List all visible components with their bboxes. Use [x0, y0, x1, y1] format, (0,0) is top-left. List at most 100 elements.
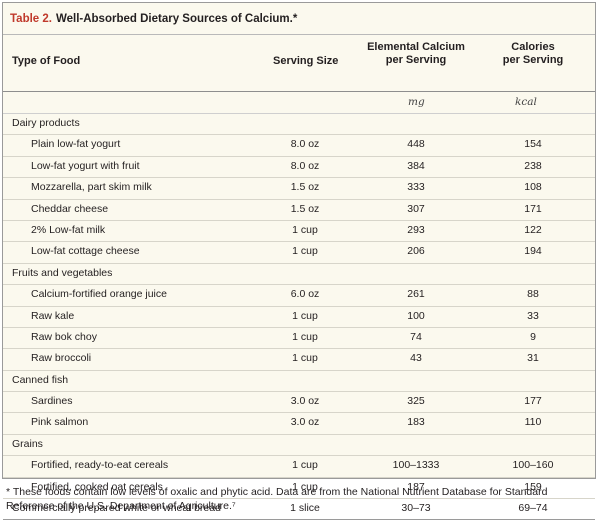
calcium-cell: 183: [407, 416, 425, 429]
food-name: Mozzarella, part skim milk: [31, 181, 152, 194]
calories-cell: 110: [524, 416, 542, 429]
serving-size-cell: 8.0 oz: [290, 159, 320, 172]
calories-cell: 31: [527, 352, 539, 365]
header-food: Type of Food: [12, 55, 81, 67]
serving-size-cell: 1 cup: [292, 223, 318, 236]
category-row: Grains: [3, 435, 595, 457]
category-label: Dairy products: [12, 117, 80, 129]
serving-size-cell: 1.5 oz: [290, 202, 320, 215]
header-calories-line1: Calories: [511, 41, 555, 53]
food-name: Raw kale: [31, 309, 75, 322]
serving-size-cell: 6.0 oz: [290, 288, 320, 301]
food-name: 2% Low-fat milk: [31, 223, 106, 236]
calcium-cell: 100: [407, 309, 425, 322]
serving-size-cell: 1 cup: [292, 245, 318, 258]
serving-size-cell: 3.0 oz: [290, 416, 320, 429]
table-body: Dairy products Plain low-fat yogurt 8.0 oz…: [3, 114, 595, 520]
category-row: Dairy products: [3, 114, 595, 136]
table-row: Cheddar cheese 1.5 oz 307 171: [3, 200, 595, 221]
serving-size-cell: 1 cup: [292, 309, 318, 322]
table-title: Table 2. Well-Absorbed Dietary Sources o…: [3, 3, 595, 35]
table-row: Raw broccoli 1 cup 43 31: [3, 349, 595, 371]
food-name: Commercially prepared white or wheat bre…: [12, 502, 221, 515]
table-row: Low-fat yogurt with fruit 8.0 oz 384 238: [3, 157, 595, 179]
calories-cell: 238: [524, 159, 542, 172]
food-name: Pink salmon: [31, 416, 89, 429]
table-row: Fortified, ready-to-eat cereals 1 cup 100–…: [3, 456, 595, 478]
header-calories: Calories per Serving: [483, 41, 583, 67]
calories-cell: 69–74: [518, 502, 548, 515]
food-name: Calcium-fortified orange juice: [31, 288, 167, 301]
serving-size-cell: 3.0 oz: [290, 395, 320, 408]
table-row: Mozzarella, part skim milk 1.5 oz 333 108: [3, 178, 595, 200]
serving-size-cell: 1.5 oz: [290, 181, 320, 194]
food-name: Sardines: [31, 395, 73, 408]
calories-cell: 108: [524, 181, 542, 194]
table-footnote: * These foods contain low levels of oxal…: [6, 486, 548, 512]
table-row: Raw bok choy 1 cup 74 9: [3, 328, 595, 350]
calories-cell: 177: [524, 395, 542, 408]
header-calcium-line1: Elemental Calcium: [367, 41, 465, 53]
header-calories-line2: per Serving: [502, 54, 564, 66]
calcium-cell: 30–73: [401, 502, 431, 515]
serving-size-cell: 1 slice: [290, 502, 320, 515]
calcium-cell: 100–1333: [392, 459, 440, 472]
calories-cell: 33: [527, 309, 539, 322]
food-name: Plain low-fat yogurt: [31, 138, 121, 151]
table-row: Fortified, cooked oat cereals 1 cup 187 159: [3, 478, 595, 500]
header-serving-size: Serving Size: [273, 55, 339, 67]
calories-cell: 154: [524, 138, 542, 151]
table-row: Raw kale 1 cup 100 33: [3, 307, 595, 328]
calcium-cell: 43: [410, 352, 422, 365]
calcium-cell: 333: [407, 181, 425, 194]
category-row: Fruits and vegetables: [3, 264, 595, 286]
calories-cell: 159: [524, 480, 542, 493]
calories-cell: 122: [524, 223, 542, 236]
calcium-cell: 307: [407, 202, 425, 215]
category-label: Canned fish: [12, 373, 69, 386]
table-row: Plain low-fat yogurt 8.0 oz 448 154: [3, 135, 595, 157]
food-name: Low-fat yogurt with fruit: [31, 159, 140, 172]
table-row: Sardines 3.0 oz 325 177: [3, 392, 595, 414]
calcium-cell: 325: [407, 395, 425, 408]
table-title-text: Well-Absorbed Dietary Sources of Calcium…: [55, 12, 298, 25]
calcium-cell: 187: [407, 480, 425, 493]
serving-size-cell: 1 cup: [292, 459, 318, 472]
table-row: Calcium-fortified orange juice 6.0 oz 261 8…: [3, 285, 595, 307]
table-row: Pink salmon 3.0 oz 183 110: [3, 413, 595, 435]
unit-kcal: kcal: [515, 96, 537, 108]
food-name: Raw bok choy: [31, 330, 97, 343]
calories-cell: 88: [527, 288, 539, 301]
calories-cell: 171: [524, 202, 542, 215]
calories-cell: 9: [530, 330, 536, 343]
table-row: Low-fat cottage cheese 1 cup 206 194: [3, 242, 595, 264]
calcium-cell: 293: [407, 223, 425, 236]
table-row: Commercially prepared white or wheat bre…: [3, 499, 595, 520]
category-label: Grains: [12, 437, 43, 450]
serving-size-cell: 8.0 oz: [290, 138, 320, 151]
category-label: Fruits and vegetables: [12, 266, 113, 279]
table-number: Table 2.: [10, 12, 52, 25]
serving-size-cell: 1 cup: [292, 352, 318, 365]
table-row: 2% Low-fat milk 1 cup 293 122: [3, 221, 595, 243]
unit-mg: mg: [408, 96, 425, 108]
calories-cell: 194: [524, 245, 542, 258]
serving-size-cell: 1 cup: [292, 330, 318, 343]
calcium-cell: 74: [410, 330, 422, 343]
header-calcium: Elemental Calcium per Serving: [361, 41, 471, 67]
calcium-cell: 206: [407, 245, 425, 258]
calories-cell: 100–160: [512, 459, 554, 472]
food-name: Cheddar cheese: [31, 202, 109, 215]
calcium-cell: 384: [407, 159, 425, 172]
food-name: Low-fat cottage cheese: [31, 245, 140, 258]
category-row: Canned fish: [3, 371, 595, 393]
calcium-cell: 261: [407, 288, 425, 301]
calcium-cell: 448: [407, 138, 425, 151]
units-row: mg kcal: [3, 92, 595, 114]
header-calcium-line2: per Serving: [385, 54, 447, 66]
food-name: Fortified, ready-to-eat cereals: [31, 459, 169, 472]
food-name: Fortified, cooked oat cereals: [31, 480, 163, 493]
serving-size-cell: 1 cup: [292, 480, 318, 493]
food-name: Raw broccoli: [31, 352, 92, 365]
